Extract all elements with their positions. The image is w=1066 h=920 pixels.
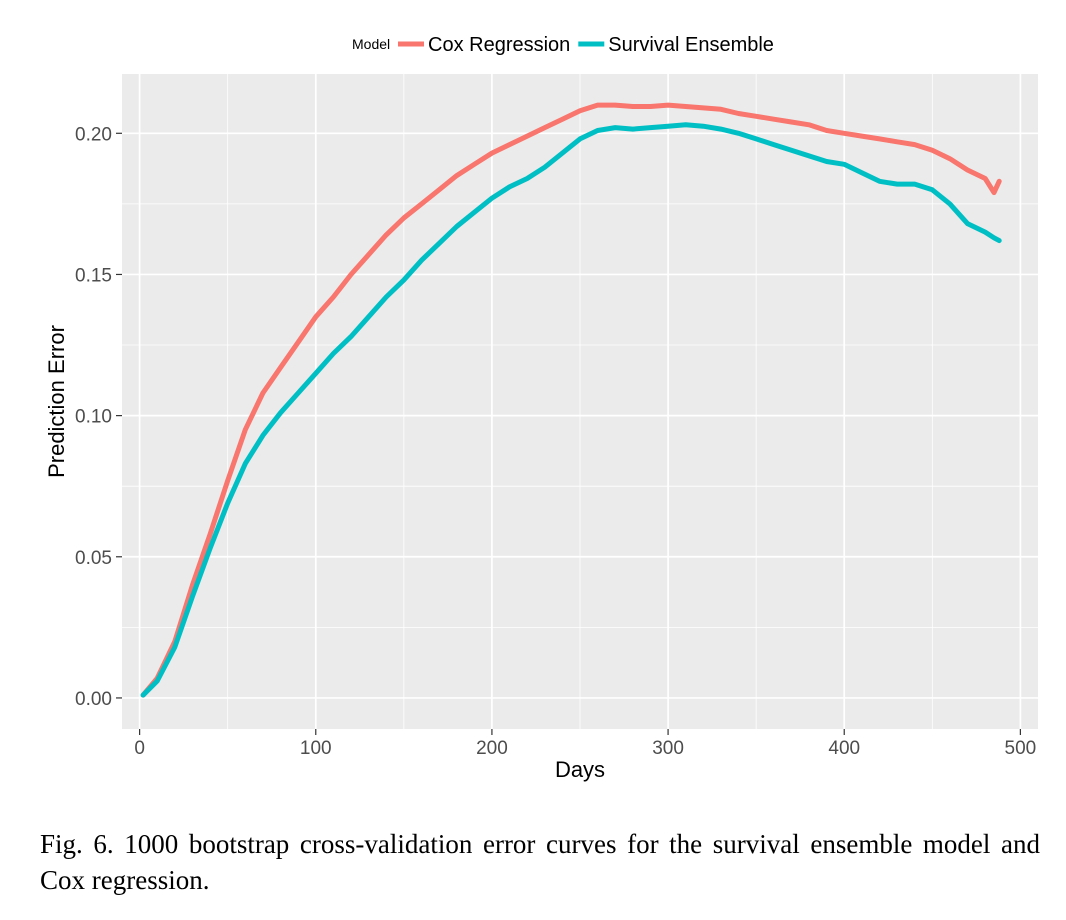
chart: 0.00 0.05 0.10 0.15 0.20 0 100 200 300 400 500 Da… — [44, 34, 1038, 782]
major-gridlines — [122, 74, 1038, 729]
legend-label-survival-ensemble: Survival Ensemble — [608, 34, 774, 56]
legend-items: Cox Regression Survival Ensemble — [398, 34, 774, 56]
x-tick-label: 100 — [300, 738, 332, 759]
x-tick-label: 200 — [476, 738, 508, 759]
legend-label-cox-regression: Cox Regression — [428, 34, 570, 56]
minor-gridlines — [122, 74, 1038, 729]
axis-ticks — [116, 132, 1021, 735]
y-tick-labels: 0.00 0.05 0.10 0.15 0.20 — [75, 124, 112, 710]
y-tick-label: 0.00 — [75, 689, 112, 710]
series-line-cox-regression — [140, 102, 1002, 698]
x-tick-label: 0 — [134, 738, 145, 759]
figure-caption: Fig. 6. 1000 bootstrap cross-validation … — [40, 829, 1040, 895]
x-axis-title: Days — [555, 757, 605, 782]
x-tick-label: 300 — [652, 738, 684, 759]
x-tick-label: 400 — [828, 738, 860, 759]
series-line-survival-ensemble — [140, 122, 1002, 698]
x-tick-label: 500 — [1005, 738, 1037, 759]
series-layer — [140, 102, 1002, 698]
y-tick-label: 0.05 — [75, 548, 112, 569]
y-tick-label: 0.20 — [75, 124, 112, 145]
legend-title: Model — [352, 36, 390, 52]
y-axis-title: Prediction Error — [44, 325, 69, 478]
legend: Model Cox Regression Survival Ensemble — [352, 34, 774, 56]
y-tick-label: 0.10 — [75, 407, 112, 428]
y-tick-label: 0.15 — [75, 265, 112, 286]
x-tick-labels: 0 100 200 300 400 500 — [134, 738, 1036, 759]
